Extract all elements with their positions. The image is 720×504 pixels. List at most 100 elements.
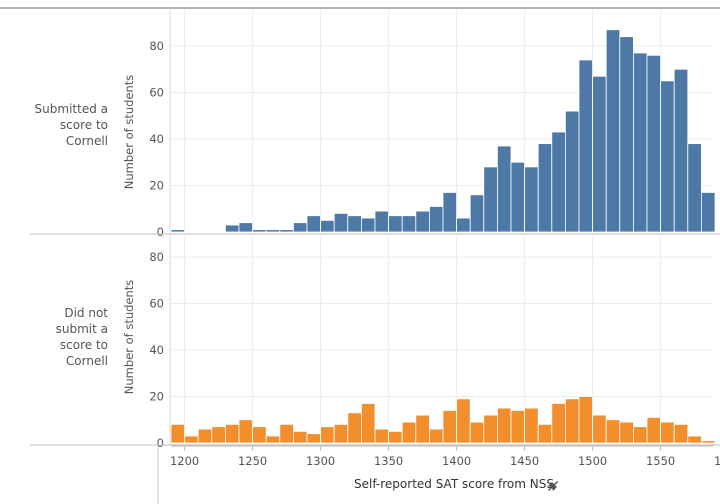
histogram-bar bbox=[456, 398, 471, 444]
histogram-bar bbox=[292, 222, 308, 233]
histogram-bar bbox=[401, 215, 417, 233]
histogram-bar bbox=[578, 396, 594, 444]
histogram-bar bbox=[279, 423, 294, 444]
histogram-bar bbox=[197, 428, 213, 444]
histogram-bar bbox=[551, 131, 566, 233]
histogram-bar bbox=[578, 59, 594, 233]
histogram-bar bbox=[537, 143, 553, 233]
histogram-bar bbox=[292, 430, 308, 444]
histogram-bar bbox=[537, 423, 553, 444]
histogram-bar bbox=[374, 210, 390, 233]
histogram-bar bbox=[347, 215, 362, 233]
histogram-bar bbox=[605, 419, 621, 444]
row-label-line: submit a bbox=[55, 322, 108, 336]
histogram-bar bbox=[401, 421, 417, 444]
y-tick-label: 20 bbox=[149, 179, 164, 193]
histogram-bar bbox=[605, 29, 621, 233]
histogram-bar bbox=[333, 212, 349, 233]
histogram-bar bbox=[660, 421, 675, 444]
y-axis-label: Number of students bbox=[122, 75, 136, 190]
row-label-not-submitted: Did not submit a score to Cornell bbox=[8, 305, 108, 369]
histogram-bar bbox=[524, 407, 539, 444]
histogram-bar bbox=[347, 412, 362, 444]
histogram-bar bbox=[320, 426, 335, 444]
x-axis-title: Self-reported SAT score from NSS bbox=[354, 477, 554, 491]
histogram-bar bbox=[687, 435, 702, 444]
histogram-bar bbox=[673, 68, 689, 233]
row-label-line: Cornell bbox=[65, 134, 108, 148]
histogram-bar bbox=[224, 423, 240, 444]
histogram-bar bbox=[306, 433, 322, 444]
histogram-bar bbox=[483, 166, 498, 233]
y-tick-label: 60 bbox=[149, 86, 164, 100]
histogram-bar bbox=[633, 52, 648, 233]
histogram-bar bbox=[673, 423, 689, 444]
x-tick-label: 1500 bbox=[578, 454, 607, 468]
row-label-line: score to bbox=[59, 118, 108, 132]
x-tick-label: 1350 bbox=[374, 454, 403, 468]
histogram-bar bbox=[469, 421, 485, 444]
row-label-line: score to bbox=[59, 338, 108, 352]
x-tick-label: 1450 bbox=[510, 454, 539, 468]
histogram-bar bbox=[224, 224, 240, 233]
pin-icon[interactable] bbox=[548, 481, 558, 491]
row-label-submitted: Submitted a score to Cornell bbox=[8, 101, 108, 149]
histogram-bar bbox=[483, 414, 498, 444]
histogram-bar bbox=[510, 410, 526, 444]
histogram-bar bbox=[428, 206, 444, 233]
histogram-bar bbox=[701, 440, 716, 444]
histogram-bar bbox=[442, 192, 458, 233]
histogram-bar bbox=[469, 194, 485, 233]
histogram-bar bbox=[252, 426, 267, 444]
histogram-bar bbox=[524, 166, 539, 233]
y-tick-label: 40 bbox=[149, 132, 164, 146]
histogram-bar bbox=[415, 414, 430, 444]
y-tick-label: 80 bbox=[149, 39, 164, 53]
histogram-bar bbox=[388, 215, 403, 233]
histogram-bar bbox=[428, 428, 444, 444]
histogram-bar bbox=[619, 36, 634, 233]
histogram-bar bbox=[687, 143, 702, 233]
x-tick-label: 1200 bbox=[170, 454, 199, 468]
y-tick-label: 20 bbox=[149, 390, 164, 404]
histogram-bar bbox=[333, 423, 349, 444]
histogram-bar bbox=[619, 421, 634, 444]
y-tick-label: 0 bbox=[157, 225, 164, 239]
histogram-bar bbox=[646, 54, 662, 233]
histogram-bar bbox=[265, 435, 281, 444]
histogram-bar bbox=[660, 80, 675, 233]
histogram-bar bbox=[238, 419, 254, 444]
y-axis-label: Number of students bbox=[122, 280, 136, 395]
histogram-bar bbox=[496, 407, 512, 444]
histogram-bar bbox=[252, 229, 267, 233]
histogram-bar bbox=[565, 398, 580, 444]
x-tick-label: 1400 bbox=[442, 454, 471, 468]
histogram-bar bbox=[238, 222, 254, 233]
y-tick-label: 40 bbox=[149, 343, 164, 357]
histogram-bar bbox=[184, 435, 199, 444]
x-tick-label: 1550 bbox=[646, 454, 675, 468]
y-tick-label: 60 bbox=[149, 297, 164, 311]
histogram-bar bbox=[170, 229, 186, 233]
histogram-bar bbox=[565, 110, 580, 233]
histogram-bar bbox=[646, 417, 662, 444]
histogram-bar bbox=[306, 215, 322, 233]
y-tick-label: 80 bbox=[149, 250, 164, 264]
histogram-bar bbox=[701, 192, 716, 233]
histogram-bar bbox=[170, 423, 186, 444]
histogram-bar bbox=[360, 217, 376, 233]
histogram-bar bbox=[442, 410, 458, 444]
histogram-bar bbox=[320, 219, 335, 233]
row-label-line: Cornell bbox=[65, 354, 108, 368]
histogram-bar bbox=[265, 229, 281, 233]
histogram-bar bbox=[279, 229, 294, 233]
row-label-line: Did not bbox=[64, 306, 108, 320]
x-tick-label: 1250 bbox=[238, 454, 267, 468]
histogram-bar bbox=[415, 210, 430, 233]
histogram-bar bbox=[592, 75, 607, 233]
histogram-bar bbox=[360, 403, 376, 444]
histogram-bar bbox=[456, 217, 471, 233]
y-tick-label: 0 bbox=[157, 436, 164, 450]
histogram-bar bbox=[551, 403, 566, 444]
